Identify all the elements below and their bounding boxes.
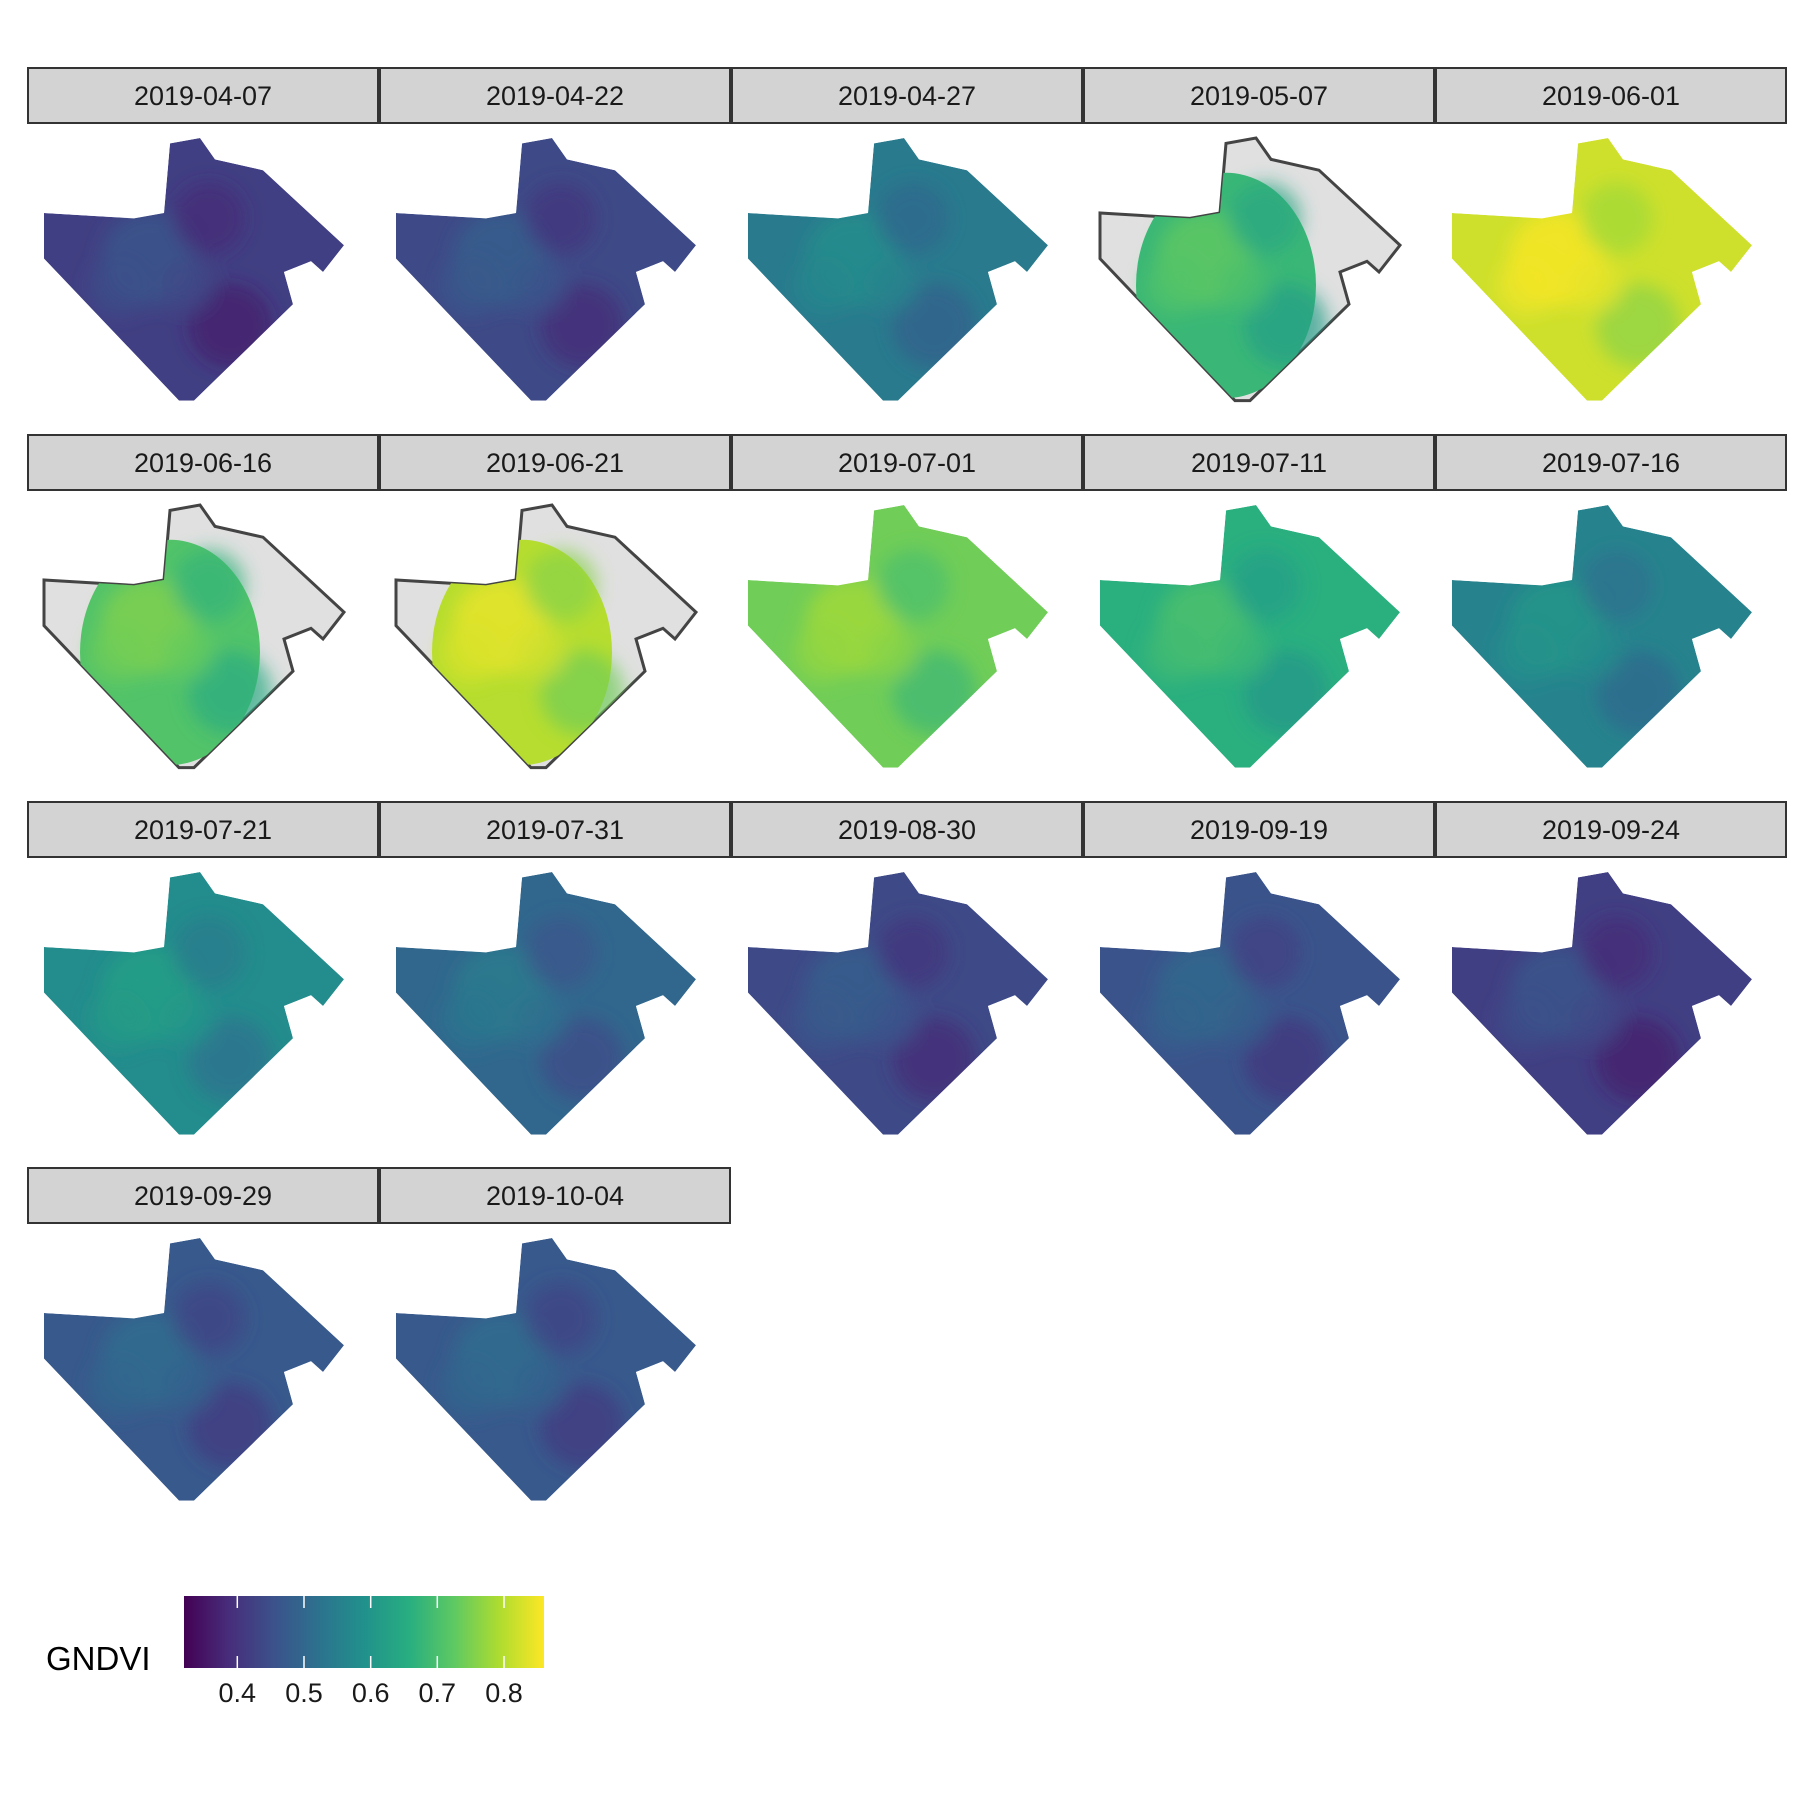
facet-strip <box>1083 801 1435 858</box>
facet-date-label: 2019-06-21 <box>486 448 624 478</box>
facet-panel: 2019-06-16 <box>27 434 379 770</box>
field-map <box>748 505 1048 768</box>
facet-strip <box>27 1167 379 1224</box>
colorbar-tick-label: 0.7 <box>419 1678 457 1708</box>
facet-strip <box>27 67 379 124</box>
facet-panel: 2019-09-24 <box>1435 801 1787 1135</box>
field-map <box>748 872 1048 1135</box>
field-map <box>396 872 696 1135</box>
facet-panel: 2019-07-01 <box>731 434 1083 768</box>
facet-date-label: 2019-05-07 <box>1190 81 1328 111</box>
facet-date-label: 2019-04-22 <box>486 81 624 111</box>
facet-panel: 2019-04-27 <box>731 67 1083 401</box>
field-map <box>1100 872 1400 1135</box>
colorbar-tick-label: 0.8 <box>485 1678 523 1708</box>
facet-strip <box>379 801 731 858</box>
facet-strip <box>1435 434 1787 491</box>
facet-date-label: 2019-09-24 <box>1542 815 1680 845</box>
facet-strip <box>1083 67 1435 124</box>
facet-strip <box>731 67 1083 124</box>
facet-date-label: 2019-04-07 <box>134 81 272 111</box>
facet-panel: 2019-04-07 <box>27 67 379 401</box>
facet-strip <box>731 801 1083 858</box>
facet-strip <box>731 434 1083 491</box>
facet-panel: 2019-05-07 <box>1083 67 1435 403</box>
field-map <box>42 503 347 770</box>
facet-date-label: 2019-07-01 <box>838 448 976 478</box>
colorbar-tick-label: 0.6 <box>352 1678 390 1708</box>
facet-strip <box>379 67 731 124</box>
facet-strip <box>1435 67 1787 124</box>
facet-panel: 2019-08-30 <box>731 801 1083 1135</box>
facet-strip <box>27 434 379 491</box>
facet-date-label: 2019-07-11 <box>1191 448 1327 478</box>
colorbar-tick-label: 0.5 <box>285 1678 323 1708</box>
field-map <box>1452 505 1752 768</box>
field-map <box>44 138 344 401</box>
facet-date-label: 2019-10-04 <box>486 1181 624 1211</box>
field-map <box>1098 136 1403 403</box>
facet-panel: 2019-07-21 <box>27 801 379 1135</box>
facet-strip <box>1083 434 1435 491</box>
facet-panel: 2019-07-16 <box>1435 434 1787 768</box>
field-map <box>44 872 344 1135</box>
field-map <box>1452 872 1752 1135</box>
field-map <box>394 503 699 770</box>
facet-strip <box>379 434 731 491</box>
field-map <box>396 138 696 401</box>
facet-date-label: 2019-06-16 <box>134 448 272 478</box>
facet-panel: 2019-07-11 <box>1083 434 1435 768</box>
facet-date-label: 2019-06-01 <box>1542 81 1680 111</box>
field-map <box>44 1238 344 1501</box>
colorbar-ticks: 0.4 0.5 0.6 0.7 0.8 <box>219 1596 523 1708</box>
facet-strip <box>1435 801 1787 858</box>
field-map <box>1452 138 1752 401</box>
facet-date-label: 2019-07-16 <box>1542 448 1680 478</box>
facet-strip <box>379 1167 731 1224</box>
facet-panel: 2019-07-31 <box>379 801 731 1135</box>
facet-date-label: 2019-08-30 <box>838 815 976 845</box>
legend: GNDVI 0.4 0.5 0.6 0.7 0.8 <box>46 1596 544 1708</box>
facet-date-label: 2019-07-21 <box>134 815 272 845</box>
facet-date-label: 2019-09-19 <box>1190 815 1328 845</box>
facet-date-label: 2019-07-31 <box>486 815 624 845</box>
field-map <box>396 1238 696 1501</box>
panels-layer: 2019-04-07 2019-04-22 2019-04-27 2019-05-07… <box>27 67 1787 1501</box>
facet-panel: 2019-09-29 <box>27 1167 379 1501</box>
facet-panel: 2019-06-01 <box>1435 67 1787 401</box>
facet-panel: 2019-10-04 <box>379 1167 731 1501</box>
legend-title: GNDVI <box>46 1640 151 1677</box>
colorbar-tick-label: 0.4 <box>219 1678 257 1708</box>
facet-panel: 2019-06-21 <box>379 434 731 770</box>
facet-strip <box>27 801 379 858</box>
facet-date-label: 2019-04-27 <box>838 81 976 111</box>
field-map <box>1100 505 1400 768</box>
facet-panel: 2019-04-22 <box>379 67 731 401</box>
facet-date-label: 2019-09-29 <box>134 1181 272 1211</box>
facet-panel: 2019-09-19 <box>1083 801 1435 1135</box>
colorbar <box>184 1596 544 1668</box>
field-map <box>748 138 1048 401</box>
